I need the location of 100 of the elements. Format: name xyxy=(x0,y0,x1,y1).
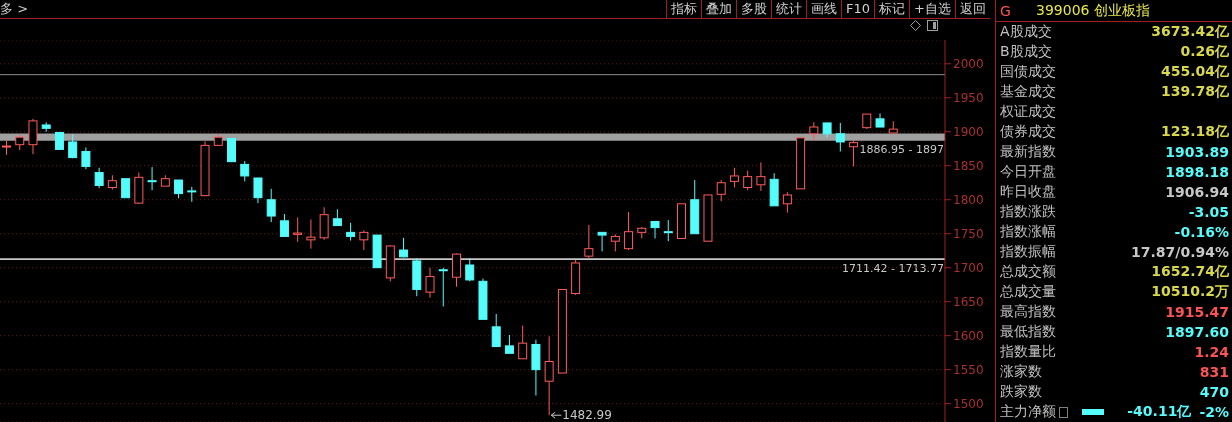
y-tick-label: 1700 xyxy=(953,260,984,275)
band-label: 1886.95 - 1897 xyxy=(859,142,944,156)
y-tick-label: 1500 xyxy=(953,396,984,411)
text: 17.87/0.94% xyxy=(1131,244,1229,260)
candlestick xyxy=(544,335,554,416)
category-label: 昨日收盘 xyxy=(1000,183,1056,201)
candlestick xyxy=(94,167,104,189)
category-label: 指数涨幅 xyxy=(1000,223,1056,241)
category-label: 指数量比 xyxy=(1000,343,1056,361)
category-label: 国债成交 xyxy=(1000,63,1056,81)
candlestick xyxy=(15,133,25,151)
text: 画线 xyxy=(806,0,842,18)
candlestick xyxy=(690,179,700,235)
candlestick xyxy=(491,313,501,348)
text: F10 xyxy=(841,0,875,18)
y-tick-label: 1950 xyxy=(953,91,984,106)
text: 399006 创业板指 xyxy=(1036,1,1150,20)
category-label: 总成交量 xyxy=(1000,283,1056,301)
candlestick xyxy=(359,229,369,251)
candlestick xyxy=(332,208,342,227)
candlestick xyxy=(200,140,210,197)
category-label: 跌家数 xyxy=(1000,383,1042,401)
text: 3673.42亿 xyxy=(1151,23,1229,39)
y-tick-label: 2000 xyxy=(953,57,984,72)
candlestick xyxy=(438,267,448,307)
y-tick-label: 1750 xyxy=(953,226,984,241)
category-label: 总成交额 xyxy=(1000,263,1056,281)
text: 831 xyxy=(1199,364,1229,380)
category-label: A股成交 xyxy=(1000,23,1052,41)
candlestick xyxy=(134,172,144,204)
candlestick xyxy=(769,172,779,207)
band-label: 1711.42 - 1713.77 xyxy=(842,261,944,275)
candlestick xyxy=(663,219,673,242)
candlestick xyxy=(531,339,541,396)
y-tick-label: 1900 xyxy=(953,125,984,140)
candlestick xyxy=(293,216,303,243)
text: -2% xyxy=(1199,404,1229,420)
text: 标记 xyxy=(874,0,910,18)
category-label: 最高指数 xyxy=(1000,303,1056,321)
text: -40.11亿 xyxy=(1127,403,1192,419)
text: +自选 xyxy=(909,0,955,18)
y-tick-label: 1550 xyxy=(953,362,984,377)
candlestick xyxy=(809,121,819,142)
text: 返回 xyxy=(955,0,990,18)
text: 统计 xyxy=(771,0,807,18)
text: 455.04亿 xyxy=(1160,63,1229,79)
text: 1897.60 xyxy=(1165,324,1229,340)
category-label: 权证成交 xyxy=(1000,103,1056,121)
candlestick xyxy=(849,140,859,167)
text: 470 xyxy=(1199,384,1229,400)
category-label: 指数振幅 xyxy=(1000,243,1056,261)
candlestick xyxy=(425,267,435,299)
category-label: 基金成交 xyxy=(1000,83,1056,101)
candlestick xyxy=(147,166,157,191)
text: 0.26亿 xyxy=(1180,43,1229,59)
candlestick xyxy=(253,177,263,204)
candlestick xyxy=(504,334,514,354)
candlestick xyxy=(875,112,885,128)
candlestick xyxy=(213,133,223,146)
y-tick-label: 1800 xyxy=(953,192,984,207)
text: 1903.89 xyxy=(1165,144,1229,160)
candlestick xyxy=(319,206,329,241)
text: 1906.94 xyxy=(1165,184,1229,200)
y-tick-label: 1600 xyxy=(953,328,984,343)
category-label: 最新指数 xyxy=(1000,143,1056,161)
y-tick-label: 1850 xyxy=(953,159,984,174)
candlestick xyxy=(650,220,660,239)
text: 10510.2万 xyxy=(1151,283,1229,299)
candlestick xyxy=(107,174,117,191)
candlestick xyxy=(452,253,461,288)
category-label: 涨家数 xyxy=(1000,363,1042,381)
text: 多股 xyxy=(736,0,772,18)
text: 叠加 xyxy=(701,0,737,18)
candlestick xyxy=(610,233,620,252)
text: G xyxy=(1000,2,1012,19)
candlestick xyxy=(346,222,356,242)
text: 1.24 xyxy=(1194,344,1229,360)
candlestick xyxy=(478,278,488,320)
text: 1898.18 xyxy=(1165,164,1229,180)
candlestick xyxy=(160,174,170,187)
text: 1652.74亿 xyxy=(1151,263,1229,279)
candlestick xyxy=(306,218,316,250)
text: -0.16% xyxy=(1174,224,1229,240)
candlestick xyxy=(835,122,845,152)
text: -3.05 xyxy=(1188,204,1229,220)
text: 多 > xyxy=(0,0,29,18)
category-label: 最低指数 xyxy=(1000,323,1056,341)
category-label: 主力净额 xyxy=(1000,403,1056,421)
text: 1915.47 xyxy=(1165,304,1229,320)
candlestick xyxy=(862,113,872,129)
candlestick xyxy=(81,146,91,170)
category-label: 指数涨跌 xyxy=(1000,203,1056,221)
annotation: 1482.99 xyxy=(562,408,612,422)
y-tick-label: 1650 xyxy=(953,294,984,309)
candlestick xyxy=(28,118,38,155)
category-label: 债券成交 xyxy=(1000,123,1056,141)
text: 123.18亿 xyxy=(1160,123,1229,139)
candlestick xyxy=(399,237,409,258)
text: 指标 xyxy=(666,0,702,18)
candlestick xyxy=(584,224,594,259)
